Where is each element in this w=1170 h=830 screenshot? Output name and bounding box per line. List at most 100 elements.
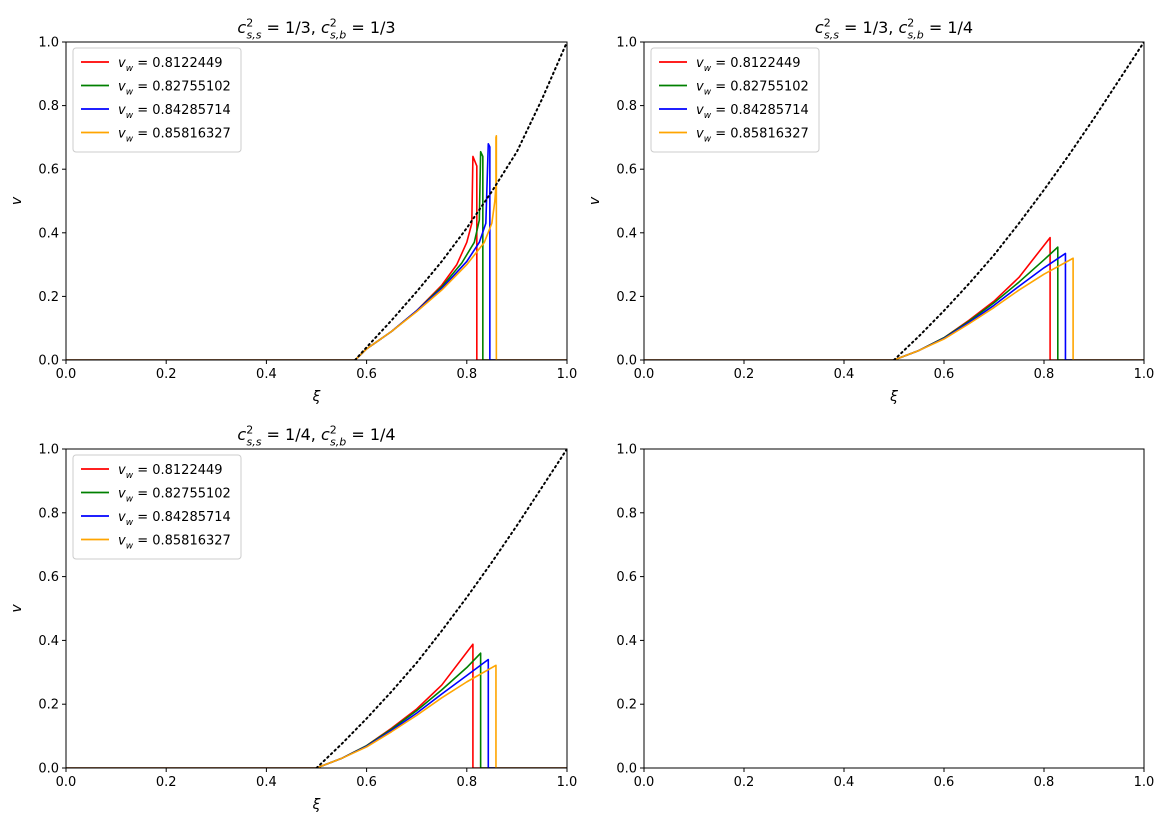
x-tick-label: 0.2: [156, 367, 177, 382]
y-tick-label: 0.0: [616, 762, 637, 777]
legend-entry: vw = 0.84285714: [118, 510, 231, 528]
series-line-4: [66, 664, 567, 768]
plot-area: [66, 449, 567, 768]
y-tick-label: 0.6: [616, 570, 637, 585]
x-tick-label: 0.8: [1034, 367, 1055, 382]
plot-area: [66, 42, 567, 360]
chart-title: c2 s,s = 1/3, c2 s,b = 1/3: [237, 17, 395, 42]
y-tick-label: 1.0: [616, 36, 637, 51]
y-tick-label: 0.8: [38, 99, 59, 114]
series-line-2: [644, 246, 1144, 360]
dotted-reference-line: [354, 42, 567, 360]
y-tick-label: 0.4: [38, 634, 59, 649]
y-tick-label: 0.2: [38, 290, 59, 305]
legend-entry: vw = 0.82755102: [118, 487, 231, 505]
y-axis-label: v: [587, 196, 603, 205]
legend-entry: vw = 0.84285714: [118, 103, 231, 121]
chart-panel-1: 0.0 0.2 0.4 0.6 0.8 1.0 0.0 0.2 0.4 0.6 0.8 1.0 ξ v c2…: [9, 17, 577, 405]
y-tick-label: 0.6: [616, 163, 637, 178]
x-tick-label: 0.0: [634, 367, 655, 382]
x-tick-label: 0.4: [834, 775, 855, 790]
axes-frame: [65, 448, 568, 769]
legend-box: [650, 47, 820, 153]
y-tick-label: 0.2: [38, 698, 59, 713]
series-line-2: [66, 652, 567, 768]
legend: vw = 0.8122449 vw = 0.82755102 vw = 0.8428…: [72, 47, 242, 153]
y-tick-label: 0.6: [38, 163, 59, 178]
y-axis-label: v: [9, 604, 25, 613]
y-tick-label: 0.4: [38, 226, 59, 241]
legend-entry: vw = 0.84285714: [696, 103, 809, 121]
x-tick-label: 1.0: [557, 775, 578, 790]
y-tick-label: 0.0: [38, 762, 59, 777]
y-tick-label: 0.6: [38, 570, 59, 585]
y-tick-label: 1.0: [38, 36, 59, 51]
series-line-1: [644, 236, 1144, 360]
y-tick-label: 0.4: [616, 226, 637, 241]
series-line-3: [644, 252, 1144, 360]
chart-panel-3: 0.0 0.2 0.4 0.6 0.8 1.0 0.0 0.2 0.4 0.6 0.8 1.0 ξ v c2…: [9, 424, 577, 813]
y-tick-label: 0.8: [616, 506, 637, 521]
legend-entry: vw = 0.82755102: [696, 80, 809, 98]
x-tick-label: 0.4: [256, 775, 277, 790]
series-line-3: [66, 142, 567, 360]
legend-entry: vw = 0.85816327: [118, 534, 231, 552]
chart-title: c2 s,s = 1/3, c2 s,b = 1/4: [815, 17, 973, 42]
x-axis-label: ξ: [889, 389, 898, 405]
series-line-2: [66, 150, 567, 360]
legend-box: [72, 47, 242, 153]
legend: vw = 0.8122449 vw = 0.82755102 vw = 0.8428…: [72, 454, 242, 560]
legend-box: [72, 454, 242, 560]
y-tick-label: 0.2: [616, 290, 637, 305]
x-tick-label: 1.0: [1134, 775, 1155, 790]
legend-entry: vw = 0.85816327: [118, 127, 231, 145]
dotted-reference-line: [315, 449, 567, 768]
x-axis-label: ξ: [312, 797, 321, 813]
chart-panel-4: 0.0 0.2 0.4 0.6 0.8 1.0 0.0 0.2 0.4 0.6 0.8 1.0: [616, 443, 1154, 791]
x-tick-label: 1.0: [557, 367, 578, 382]
x-axis-label: ξ: [312, 389, 321, 405]
y-tick-label: 0.2: [616, 698, 637, 713]
y-tick-label: 1.0: [616, 443, 637, 458]
series-line-4: [644, 257, 1144, 360]
axes-frame: [65, 41, 568, 361]
y-tick-label: 1.0: [38, 443, 59, 458]
x-tick-label: 0.0: [56, 775, 77, 790]
x-tick-label: 0.8: [456, 775, 477, 790]
legend-entry: vw = 0.85816327: [696, 127, 809, 145]
legend-entry: vw = 0.8122449: [118, 56, 223, 74]
series-line-3: [66, 658, 567, 768]
y-tick-label: 0.0: [616, 354, 637, 369]
x-tick-label: 0.4: [834, 367, 855, 382]
dotted-reference-line: [893, 42, 1144, 360]
x-tick-label: 1.0: [1134, 367, 1155, 382]
legend-entry: vw = 0.8122449: [696, 56, 801, 74]
x-tick-label: 0.2: [734, 775, 755, 790]
y-tick-label: 0.4: [616, 634, 637, 649]
chart-panel-2: 0.0 0.2 0.4 0.6 0.8 1.0 0.0 0.2 0.4 0.6 0.8 1.0 ξ v c2…: [587, 17, 1154, 405]
y-tick-label: 0.8: [616, 99, 637, 114]
x-tick-label: 0.6: [934, 775, 955, 790]
legend: vw = 0.8122449 vw = 0.82755102 vw = 0.8428…: [650, 47, 820, 153]
series-line-1: [66, 155, 567, 360]
axes-frame: [643, 41, 1145, 361]
y-tick-label: 0.0: [38, 354, 59, 369]
series-line-4: [66, 135, 567, 360]
x-tick-label: 0.4: [256, 367, 277, 382]
x-tick-label: 0.6: [934, 367, 955, 382]
chart-title: c2 s,s = 1/4, c2 s,b = 1/4: [237, 424, 395, 449]
x-tick-label: 0.8: [1034, 775, 1055, 790]
x-tick-label: 0.2: [156, 775, 177, 790]
x-tick-label: 0.6: [356, 775, 377, 790]
x-tick-label: 0.8: [456, 367, 477, 382]
x-tick-label: 0.2: [734, 367, 755, 382]
y-tick-label: 0.8: [38, 506, 59, 521]
legend-entry: vw = 0.8122449: [118, 463, 223, 481]
series-line-1: [66, 643, 567, 768]
x-tick-label: 0.6: [356, 367, 377, 382]
x-tick-label: 0.0: [56, 367, 77, 382]
x-tick-label: 0.0: [634, 775, 655, 790]
legend-entry: vw = 0.82755102: [118, 80, 231, 98]
axes-frame: [643, 448, 1145, 769]
